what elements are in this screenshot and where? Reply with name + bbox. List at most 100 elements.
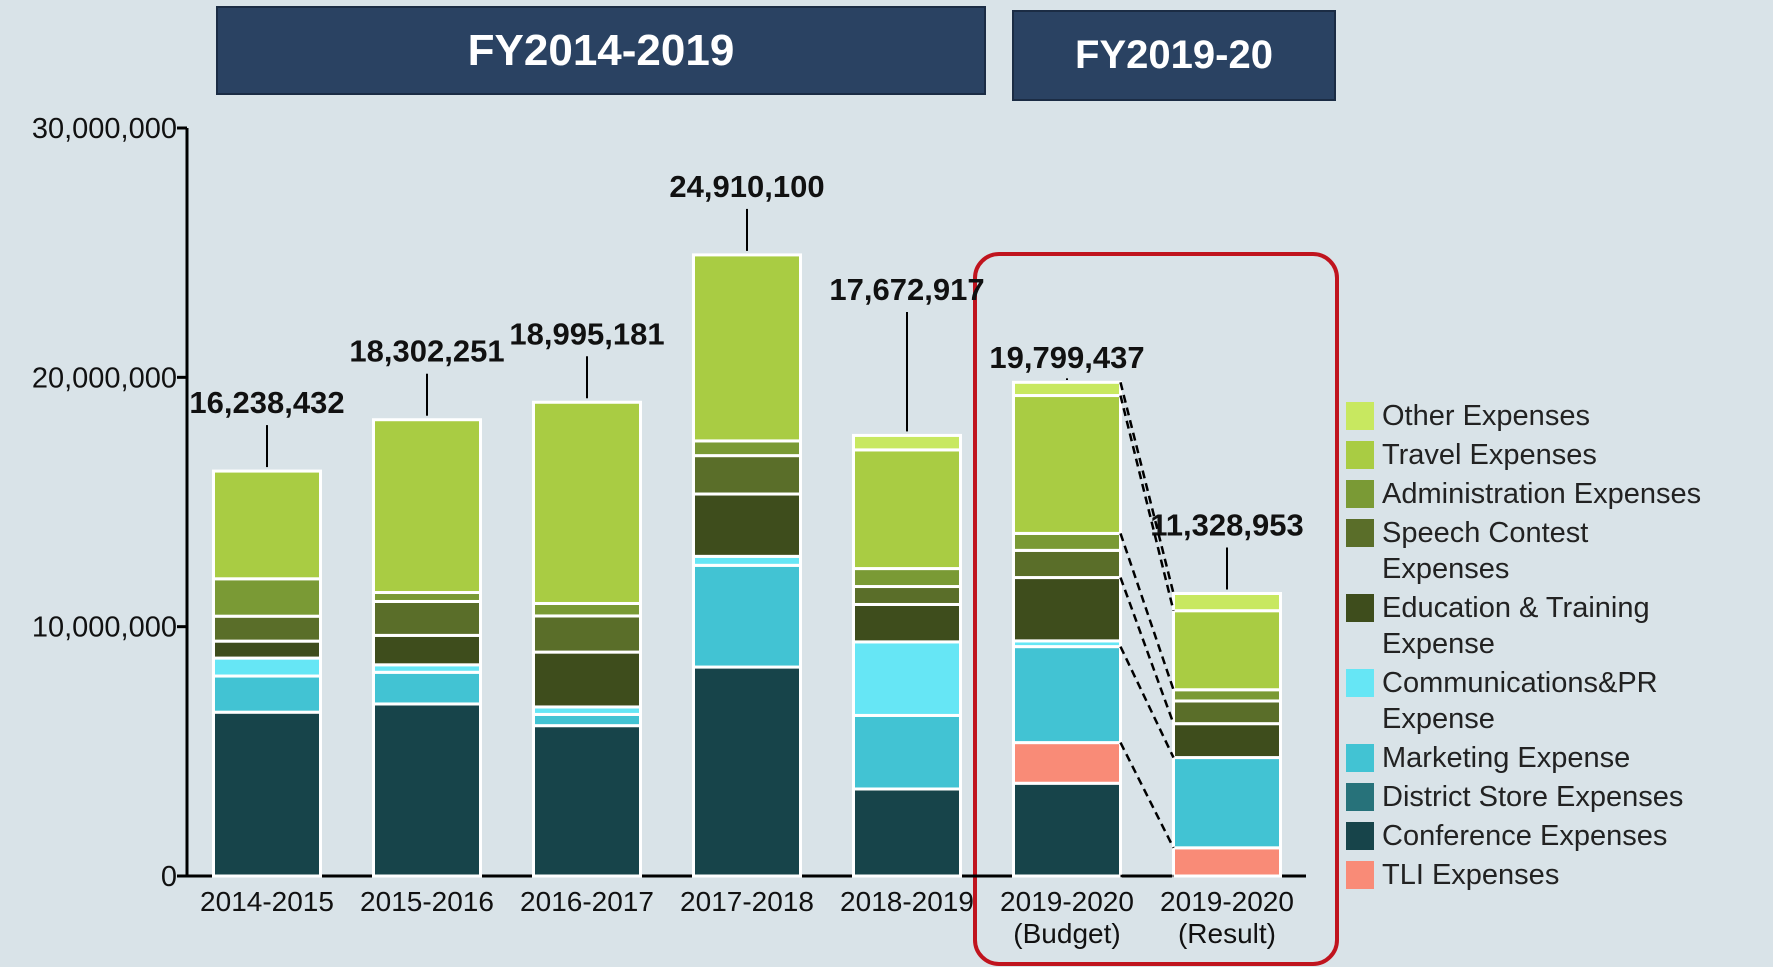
bar-segment: [532, 724, 642, 878]
bar-segment: [852, 713, 962, 791]
connector: [1119, 577, 1175, 725]
bar-segment: [372, 633, 482, 667]
bar-segment: [852, 567, 962, 589]
total-label: 16,238,432: [189, 385, 344, 420]
legend-swatch: [1346, 519, 1374, 547]
bar-segment: [692, 492, 802, 558]
y-tick-label: 10,000,000: [32, 612, 177, 644]
bar-segment: [372, 599, 482, 637]
legend-swatch: [1346, 669, 1374, 697]
legend-item: Travel Expenses: [1346, 437, 1766, 473]
legend: Other Expenses Travel Expenses Administrat…: [1346, 398, 1766, 896]
connector: [1119, 646, 1175, 759]
y-tick-label: 20,000,000: [32, 362, 177, 394]
legend-swatch: [1346, 402, 1374, 430]
bar-segment: [692, 563, 802, 669]
bar-segment: [372, 702, 482, 878]
legend-label: Conference Expenses: [1382, 820, 1668, 852]
legend-swatch: [1346, 783, 1374, 811]
legend-item: Communications&PR Expense: [1346, 665, 1766, 737]
bar-segment: [1012, 531, 1122, 552]
legend-label: District Store Expenses: [1382, 781, 1684, 813]
bar-segment: [692, 253, 802, 443]
bar-segment: [212, 710, 322, 878]
legend-item: Marketing Expense: [1346, 740, 1766, 776]
legend-label: Other Expenses: [1382, 400, 1590, 432]
bar-segment: [852, 787, 962, 878]
bar-segment: [212, 577, 322, 618]
legend-label: Education & Training Expense: [1382, 592, 1650, 660]
bar-segment: [692, 665, 802, 878]
bar-segment: [1012, 548, 1122, 580]
highlight-box: [973, 252, 1339, 966]
bar-segment: [1172, 699, 1282, 726]
legend-swatch: [1346, 480, 1374, 508]
bar-segment: [532, 400, 642, 605]
x-tick-label: 2017-2018: [680, 886, 814, 917]
legend-swatch: [1346, 744, 1374, 772]
total-label: 18,302,251: [349, 334, 504, 369]
bar-segment: [1012, 645, 1122, 745]
legend-label: Communications&PR Expense: [1382, 667, 1658, 735]
bar-segment: [532, 601, 642, 618]
total-label: 17,672,917: [829, 272, 984, 307]
legend-item: Other Expenses: [1346, 398, 1766, 434]
bar-segment: [692, 439, 802, 458]
legend-label: Speech Contest Expenses: [1382, 517, 1589, 585]
bar-segment: [852, 433, 962, 452]
legend-label: Administration Expenses: [1382, 478, 1702, 510]
legend-label: TLI Expenses: [1382, 859, 1560, 891]
bar-segment: [372, 670, 482, 706]
bar-segment: [852, 640, 962, 717]
bar-segment: [1172, 722, 1282, 760]
bar-segment: [532, 650, 642, 709]
bar-segment: [1012, 394, 1122, 535]
connector: [1119, 382, 1175, 594]
legend-item: Administration Expenses: [1346, 476, 1766, 512]
legend-item: Conference Expenses: [1346, 818, 1766, 854]
legend-item: TLI Expenses: [1346, 857, 1766, 893]
x-tick-label: 2019-2020 (Result): [1160, 886, 1294, 949]
legend-swatch: [1346, 822, 1374, 850]
x-tick-label: 2018-2019: [840, 886, 974, 917]
connector: [1119, 742, 1175, 849]
bar-segment: [212, 674, 322, 714]
total-label: 24,910,100: [669, 169, 824, 204]
x-tick-label: 2016-2017: [520, 886, 654, 917]
bar-segment: [1012, 576, 1122, 643]
bar-segment: [1012, 781, 1122, 878]
legend-item: District Store Expenses: [1346, 779, 1766, 815]
bar-segment: [852, 602, 962, 644]
bar-segment: [212, 639, 322, 660]
bar-segment: [532, 614, 642, 654]
total-label: 19,799,437: [989, 340, 1144, 375]
legend-item: Education & Training Expense: [1346, 590, 1766, 662]
bar-segment: [1012, 741, 1122, 785]
connector: [1119, 533, 1175, 691]
legend-item: Speech Contest Expenses: [1346, 515, 1766, 587]
x-tick-label: 2015-2016: [360, 886, 494, 917]
connector: [1119, 395, 1175, 612]
bar-segment: [1172, 609, 1282, 692]
bar-segment: [852, 585, 962, 606]
bar-segment: [1172, 846, 1282, 878]
legend-swatch: [1346, 861, 1374, 889]
legend-label: Travel Expenses: [1382, 439, 1597, 471]
y-tick-label: 30,000,000: [32, 113, 177, 145]
bar-segment: [212, 614, 322, 643]
header: FY2014-2019: [216, 6, 986, 95]
bar-segment: [1172, 756, 1282, 850]
bar-segment: [692, 454, 802, 496]
bar-segment: [212, 656, 322, 678]
bar-segment: [1172, 688, 1282, 703]
header: FY2019-20: [1012, 10, 1336, 101]
bar-segment: [1172, 592, 1282, 613]
bar-segment: [852, 448, 962, 571]
legend-label: Marketing Expense: [1382, 742, 1631, 774]
total-label: 18,995,181: [509, 316, 664, 351]
bar-segment: [1012, 380, 1122, 398]
legend-swatch: [1346, 594, 1374, 622]
bar-segment: [532, 712, 642, 728]
